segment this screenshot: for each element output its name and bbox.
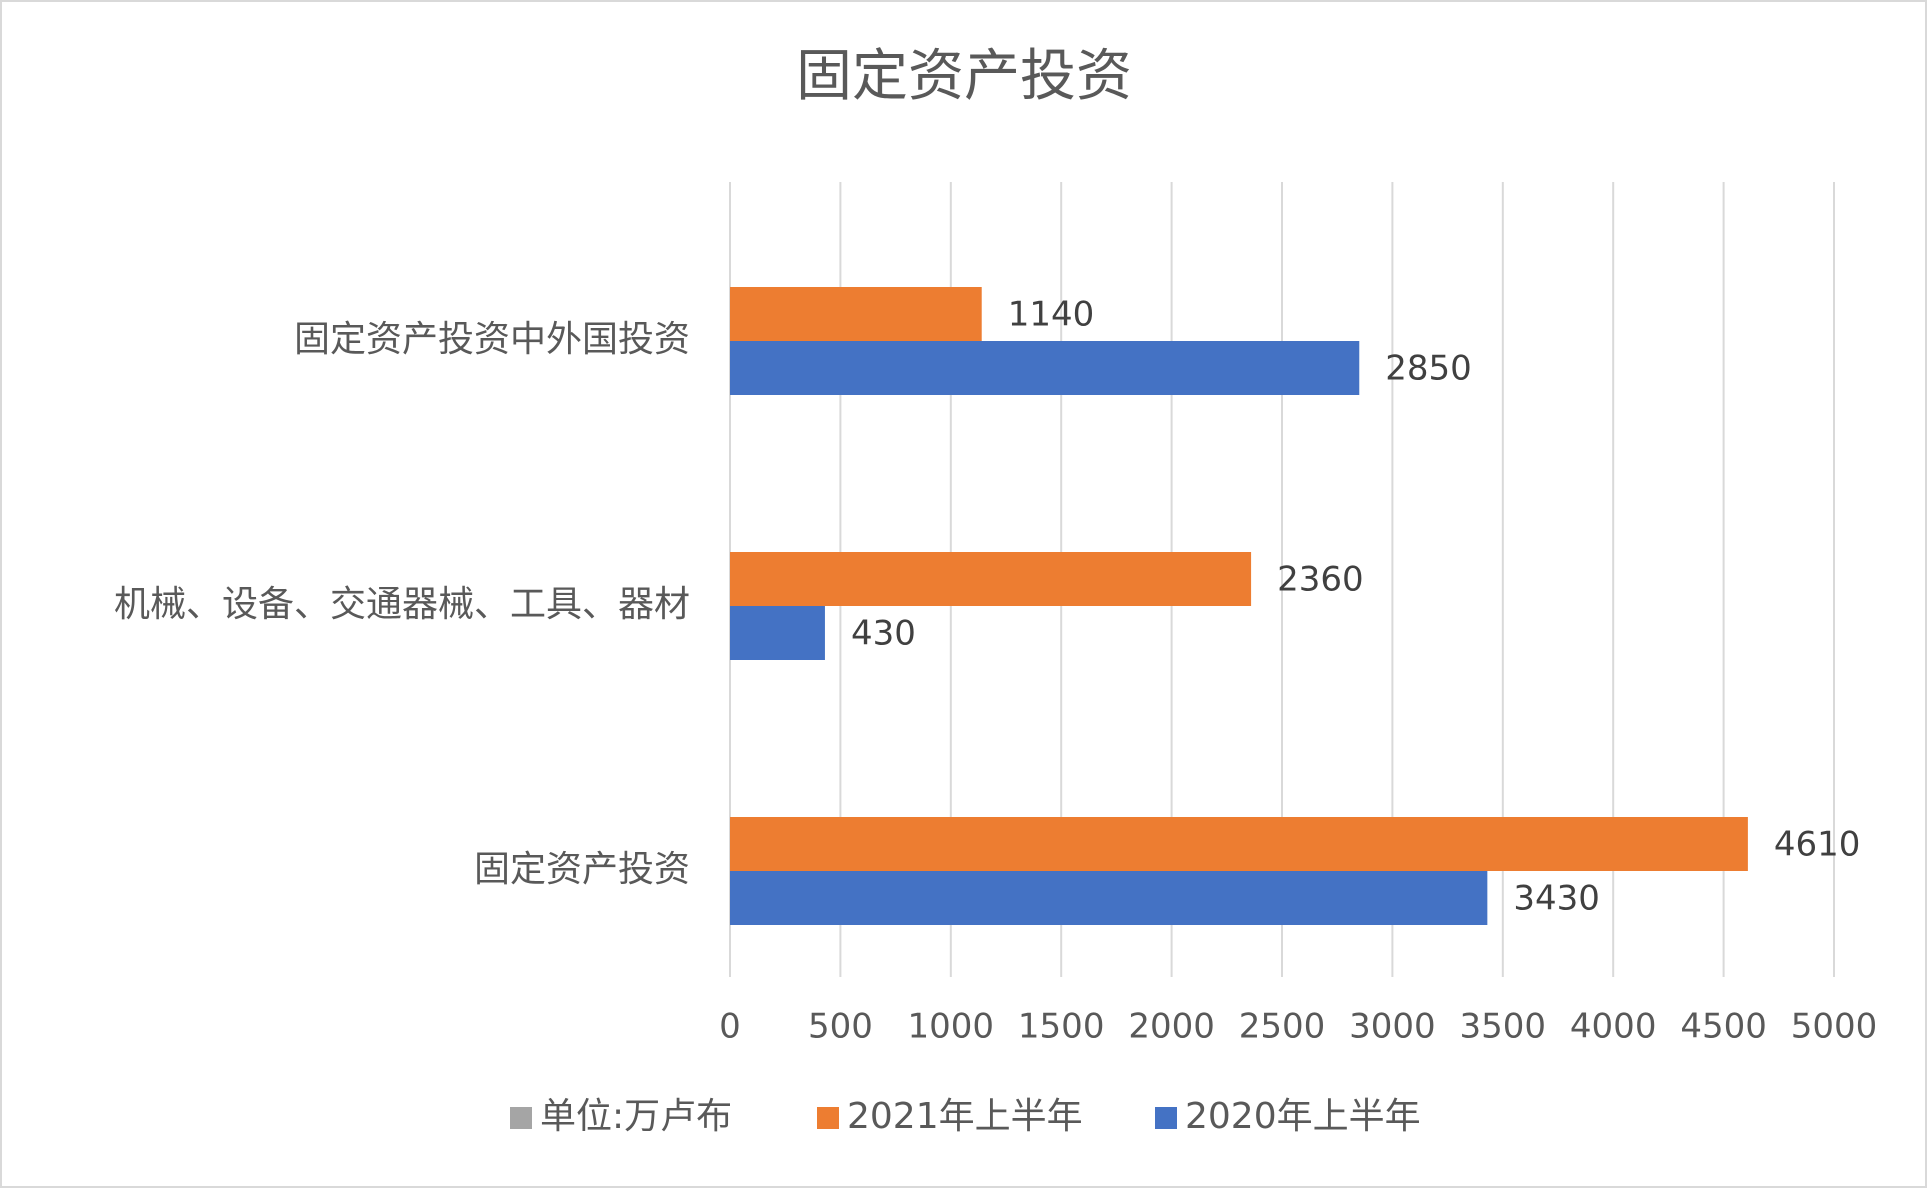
bar xyxy=(730,341,1360,395)
x-tick-label: 0 xyxy=(719,1007,741,1047)
bar xyxy=(730,552,1252,606)
bar xyxy=(730,871,1488,925)
legend-swatch xyxy=(510,1107,532,1129)
legend-label: 2021年上半年 xyxy=(847,1096,1083,1137)
data-label: 1140 xyxy=(1008,295,1095,335)
data-label: 4610 xyxy=(1774,825,1861,865)
y-tick-label: 机械、设备、交通器械、工具、器材 xyxy=(114,584,690,625)
bar xyxy=(730,287,982,341)
x-tick-label: 1500 xyxy=(1018,1007,1105,1047)
data-label: 2360 xyxy=(1277,560,1364,600)
legend-swatch xyxy=(817,1107,839,1129)
x-tick-label: 4000 xyxy=(1570,1007,1657,1047)
legend-swatch xyxy=(1155,1107,1177,1129)
x-tick-label: 4500 xyxy=(1680,1007,1767,1047)
x-tick-label: 1000 xyxy=(908,1007,995,1047)
data-label: 2850 xyxy=(1385,349,1472,389)
x-tick-label: 2000 xyxy=(1128,1007,1215,1047)
y-tick-label: 固定资产投资中外国投资 xyxy=(294,319,690,360)
x-tick-label: 500 xyxy=(808,1007,873,1047)
x-tick-label: 3000 xyxy=(1349,1007,1436,1047)
y-tick-label: 固定资产投资 xyxy=(474,849,690,890)
legend-label: 2020年上半年 xyxy=(1185,1096,1421,1137)
x-tick-label: 2500 xyxy=(1239,1007,1326,1047)
data-label: 3430 xyxy=(1513,879,1600,919)
legend-label: 单位:万卢布 xyxy=(540,1096,732,1137)
data-label: 430 xyxy=(851,614,916,654)
chart-title: 固定资产投资 xyxy=(796,44,1132,109)
bar xyxy=(730,817,1748,871)
x-tick-label: 5000 xyxy=(1791,1007,1878,1047)
bar xyxy=(730,606,825,660)
x-tick-label: 3500 xyxy=(1460,1007,1547,1047)
